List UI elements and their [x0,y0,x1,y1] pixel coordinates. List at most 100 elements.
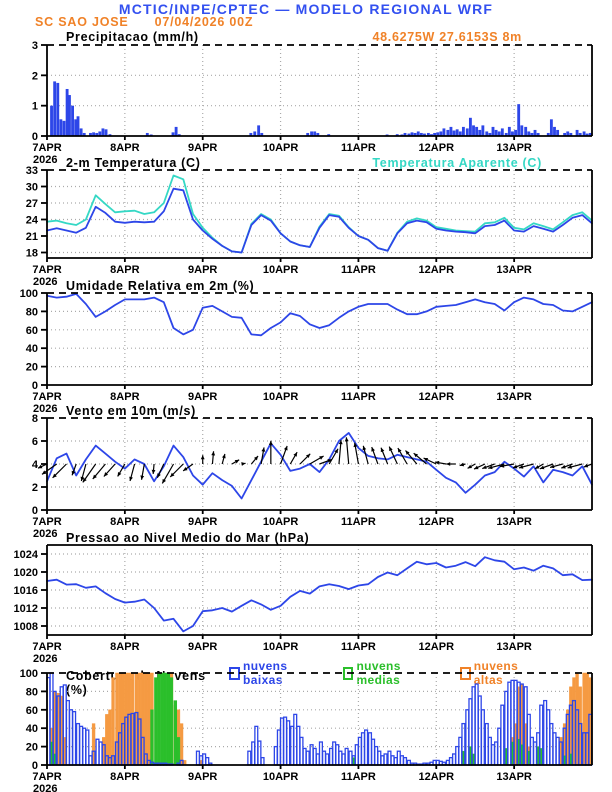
legend-item-low-clouds: nuvens baixas [229,659,329,687]
svg-text:18: 18 [26,248,38,260]
precip-title-row: Precipitacao (mm/h) 48.6275W 27.6153S 8m [0,30,612,44]
svg-text:7APR: 7APR [32,641,61,653]
panel-precipitation [41,44,593,140]
svg-text:0: 0 [32,505,38,517]
svg-text:9APR: 9APR [188,264,217,276]
svg-text:12APR: 12APR [419,142,455,154]
svg-text:12APR: 12APR [419,641,455,653]
svg-text:7APR: 7APR [32,771,61,783]
svg-text:24: 24 [26,215,39,227]
svg-text:6: 6 [32,436,38,448]
svg-text:13APR: 13APR [496,264,532,276]
svg-text:8: 8 [32,413,38,425]
svg-text:11APR: 11APR [341,771,376,783]
svg-text:10APR: 10APR [263,142,299,154]
high-clouds-label: nuvens altas [473,659,519,687]
svg-text:3: 3 [32,40,38,52]
panel-title-humidity: Umidade Relativa em 2m (%) [66,279,255,293]
svg-text:2026: 2026 [33,528,57,540]
svg-text:80: 80 [26,306,38,318]
svg-text:1012: 1012 [14,603,38,615]
svg-text:2026: 2026 [33,783,57,792]
svg-text:21: 21 [26,231,38,243]
svg-text:20: 20 [26,742,38,754]
svg-text:40: 40 [26,343,38,355]
run-datetime: 07/04/2026 00Z [154,15,254,29]
svg-text:1020: 1020 [14,567,38,579]
svg-text:10APR: 10APR [263,641,299,653]
svg-text:12APR: 12APR [419,264,455,276]
svg-text:2026: 2026 [33,403,57,415]
svg-text:10APR: 10APR [263,264,299,276]
apparent-temperature-label: Temperatura Aparente (C) [372,156,542,170]
svg-text:100: 100 [20,288,38,300]
svg-text:11APR: 11APR [341,264,376,276]
svg-text:100: 100 [20,668,38,680]
svg-text:10APR: 10APR [263,391,299,403]
svg-text:12APR: 12APR [419,771,455,783]
low-clouds-label: nuvens baixas [243,659,288,687]
svg-text:13APR: 13APR [496,771,532,783]
svg-text:4: 4 [32,459,39,471]
svg-text:11APR: 11APR [341,641,376,653]
svg-text:0: 0 [32,760,38,772]
station-coordinates: 48.6275W 27.6153S 8m [372,30,522,44]
svg-text:1: 1 [32,101,38,113]
panel-title-precipitation: Precipitacao (mm/h) [66,30,199,44]
svg-text:7APR: 7APR [32,142,61,154]
svg-text:60: 60 [26,705,38,717]
svg-text:2: 2 [32,70,38,82]
svg-text:7APR: 7APR [32,391,61,403]
svg-text:60: 60 [26,325,38,337]
svg-text:8APR: 8APR [110,391,139,403]
station-line: SC SAO JOSE 07/04/2026 00Z [35,15,253,29]
svg-text:13APR: 13APR [496,391,532,403]
svg-text:40: 40 [26,723,38,735]
svg-text:12APR: 12APR [419,391,455,403]
svg-text:20: 20 [26,362,38,374]
svg-text:1016: 1016 [14,585,38,597]
wind-title-row: Vento em 10m (m/s) [0,404,612,418]
report-title: MCTIC/INPE/CPTEC — MODELO REGIONAL WRF [118,1,494,17]
svg-text:1024: 1024 [14,549,39,561]
humidity-title-row: Umidade Relativa em 2m (%) [0,279,612,293]
svg-text:1008: 1008 [14,621,38,633]
temperature-title-row: 2-m Temperatura (C) Temperatura Aparente… [0,156,612,170]
svg-text:11APR: 11APR [341,516,376,528]
svg-text:9APR: 9APR [188,641,217,653]
svg-text:2026: 2026 [33,276,57,288]
svg-text:10APR: 10APR [263,516,299,528]
svg-text:9APR: 9APR [188,142,217,154]
svg-text:11APR: 11APR [341,391,376,403]
svg-text:8APR: 8APR [110,264,139,276]
svg-text:8APR: 8APR [110,516,139,528]
pressure-title-row: Pressao ao Nivel Medio do Mar (hPa) [0,531,612,545]
svg-text:11APR: 11APR [341,142,376,154]
panel-relative_humidity_2m [41,292,593,389]
svg-text:0: 0 [32,131,38,143]
svg-text:8APR: 8APR [110,641,139,653]
svg-text:13APR: 13APR [496,641,532,653]
svg-text:80: 80 [26,686,38,698]
svg-text:0: 0 [32,380,38,392]
panel-title-pressure: Pressao ao Nivel Medio do Mar (hPa) [66,531,310,545]
svg-text:2026: 2026 [33,653,57,665]
svg-text:30: 30 [26,182,38,194]
svg-text:13APR: 13APR [496,142,532,154]
svg-text:12APR: 12APR [419,516,455,528]
svg-text:2: 2 [32,482,38,494]
svg-text:9APR: 9APR [188,391,217,403]
panel-temperature_2m [41,169,593,262]
svg-text:13APR: 13APR [496,516,532,528]
station-name: SC SAO JOSE [35,15,129,29]
svg-text:27: 27 [26,198,38,210]
svg-text:7APR: 7APR [32,264,61,276]
svg-text:9APR: 9APR [188,771,217,783]
svg-text:7APR: 7APR [32,516,61,528]
panel-title-wind: Vento em 10m (m/s) [66,404,197,418]
legend-item-high-clouds: nuvens altas [459,659,550,687]
panel-cloud_cover [41,672,593,769]
panel-mean_sea_level_pressure [41,544,593,639]
svg-text:33: 33 [26,165,38,177]
